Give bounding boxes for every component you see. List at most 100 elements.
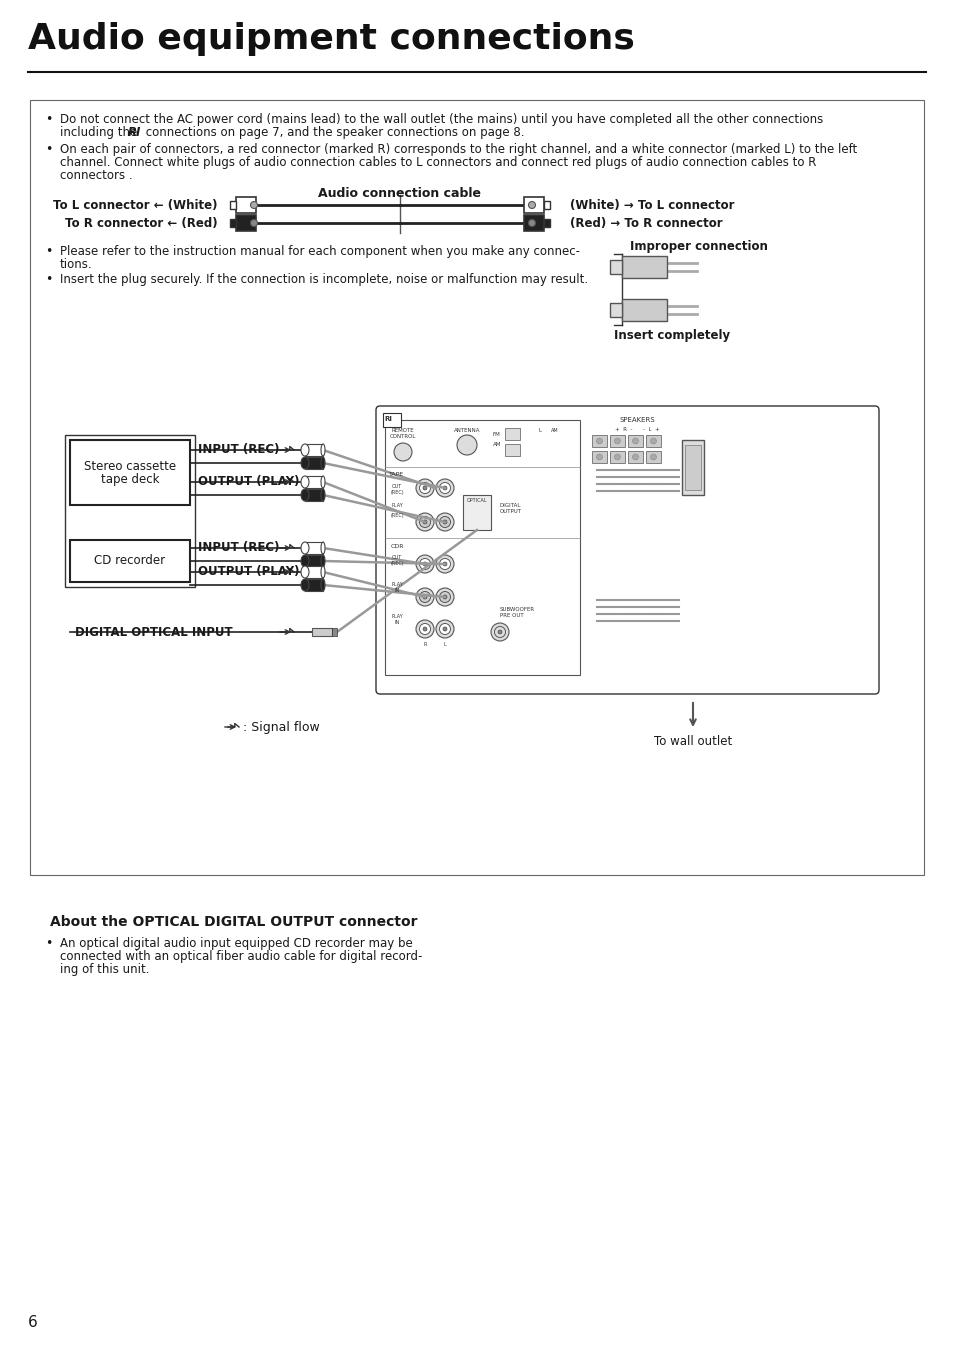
Text: •: • — [45, 143, 52, 155]
Circle shape — [422, 520, 427, 524]
Bar — [621, 255, 666, 278]
Circle shape — [436, 588, 454, 607]
Bar — [332, 628, 336, 636]
Bar — [230, 201, 235, 209]
Text: PLAY
IN: PLAY IN — [391, 613, 402, 624]
Bar — [645, 451, 660, 463]
Text: INPUT (REC): INPUT (REC) — [198, 542, 279, 554]
Text: SPEAKERS: SPEAKERS — [618, 417, 654, 423]
Bar — [305, 444, 323, 457]
Bar — [609, 451, 624, 463]
Circle shape — [419, 516, 430, 527]
Circle shape — [436, 555, 454, 573]
Text: +  R  -      -  L  +: + R - - L + — [614, 427, 659, 432]
Text: Do not connect the AC power cord (mains lead) to the wall outlet (the mains) unt: Do not connect the AC power cord (mains … — [60, 113, 822, 126]
Circle shape — [436, 513, 454, 531]
Circle shape — [416, 620, 434, 638]
Circle shape — [416, 555, 434, 573]
Circle shape — [419, 558, 430, 570]
Bar — [305, 566, 323, 578]
Ellipse shape — [320, 555, 325, 567]
Ellipse shape — [301, 444, 309, 457]
Circle shape — [251, 201, 257, 208]
Bar — [305, 580, 323, 590]
Text: To R connector ← (Red): To R connector ← (Red) — [66, 216, 218, 230]
Circle shape — [632, 438, 638, 444]
Circle shape — [614, 438, 619, 444]
Text: (Red) → To R connector: (Red) → To R connector — [569, 216, 721, 230]
Text: OUTPUT (PLAY): OUTPUT (PLAY) — [198, 566, 299, 578]
Circle shape — [416, 513, 434, 531]
Circle shape — [596, 438, 602, 444]
Bar — [681, 440, 703, 494]
Text: CDR: CDR — [390, 544, 403, 549]
Bar — [543, 201, 550, 209]
Circle shape — [494, 627, 505, 638]
Text: •: • — [45, 245, 52, 258]
Bar — [235, 197, 255, 213]
Bar — [65, 435, 194, 586]
Bar — [305, 542, 323, 554]
Text: To L connector ← (White): To L connector ← (White) — [53, 199, 218, 212]
Bar — [627, 451, 642, 463]
Text: tape deck: tape deck — [101, 473, 159, 486]
Text: PLAY: PLAY — [391, 503, 402, 508]
Bar — [382, 413, 400, 427]
Circle shape — [419, 592, 430, 603]
Text: •: • — [45, 938, 52, 950]
Circle shape — [442, 594, 447, 598]
Text: To wall outlet: To wall outlet — [653, 735, 731, 748]
Text: •: • — [45, 273, 52, 286]
Text: RI: RI — [128, 126, 141, 139]
Text: ing of this unit.: ing of this unit. — [60, 963, 150, 975]
Circle shape — [394, 443, 412, 461]
Bar — [543, 219, 550, 227]
Circle shape — [497, 630, 501, 634]
Text: L: L — [537, 428, 541, 434]
Circle shape — [528, 201, 535, 208]
Circle shape — [439, 592, 450, 603]
Text: connectors .: connectors . — [60, 169, 132, 182]
Bar — [305, 489, 323, 501]
Bar — [609, 259, 621, 274]
Ellipse shape — [301, 580, 309, 590]
Circle shape — [422, 627, 427, 631]
Text: DIGITAL OPTICAL INPUT: DIGITAL OPTICAL INPUT — [75, 626, 233, 639]
Text: Stereo cassette: Stereo cassette — [84, 459, 176, 473]
Text: INPUT (REC): INPUT (REC) — [198, 443, 279, 457]
Circle shape — [491, 623, 509, 640]
Circle shape — [442, 562, 447, 566]
Circle shape — [456, 435, 476, 455]
Ellipse shape — [320, 476, 325, 488]
Circle shape — [439, 624, 450, 635]
Text: DIGITAL
OUTPUT: DIGITAL OUTPUT — [499, 503, 521, 515]
Text: CD recorder: CD recorder — [94, 554, 166, 567]
Bar — [504, 444, 519, 457]
Text: Please refer to the instruction manual for each component when you make any conn: Please refer to the instruction manual f… — [60, 245, 579, 258]
Circle shape — [442, 486, 447, 490]
Text: Audio connection cable: Audio connection cable — [318, 186, 481, 200]
Circle shape — [251, 219, 257, 227]
Text: Audio equipment connections: Audio equipment connections — [28, 22, 634, 55]
Text: connections on page 7, and the speaker connections on page 8.: connections on page 7, and the speaker c… — [142, 126, 524, 139]
Circle shape — [528, 219, 535, 227]
Ellipse shape — [320, 489, 325, 501]
Text: FM: FM — [493, 432, 500, 436]
Bar — [235, 215, 255, 231]
Text: Insert the plug securely. If the connection is incomplete, noise or malfunction : Insert the plug securely. If the connect… — [60, 273, 587, 286]
Circle shape — [436, 620, 454, 638]
Ellipse shape — [301, 566, 309, 578]
Circle shape — [419, 482, 430, 493]
Bar — [30, 100, 923, 875]
Ellipse shape — [320, 457, 325, 469]
Text: OPTICAL: OPTICAL — [466, 499, 487, 503]
Text: On each pair of connectors, a red connector (marked R) corresponds to the right : On each pair of connectors, a red connec… — [60, 143, 857, 155]
Bar — [627, 435, 642, 447]
Bar — [504, 428, 519, 440]
Text: connected with an optical fiber audio cable for digital record-: connected with an optical fiber audio ca… — [60, 950, 422, 963]
FancyBboxPatch shape — [375, 407, 878, 694]
Bar — [592, 435, 606, 447]
Circle shape — [416, 588, 434, 607]
Text: TAPE: TAPE — [389, 471, 404, 477]
Text: : Signal flow: : Signal flow — [243, 720, 319, 734]
